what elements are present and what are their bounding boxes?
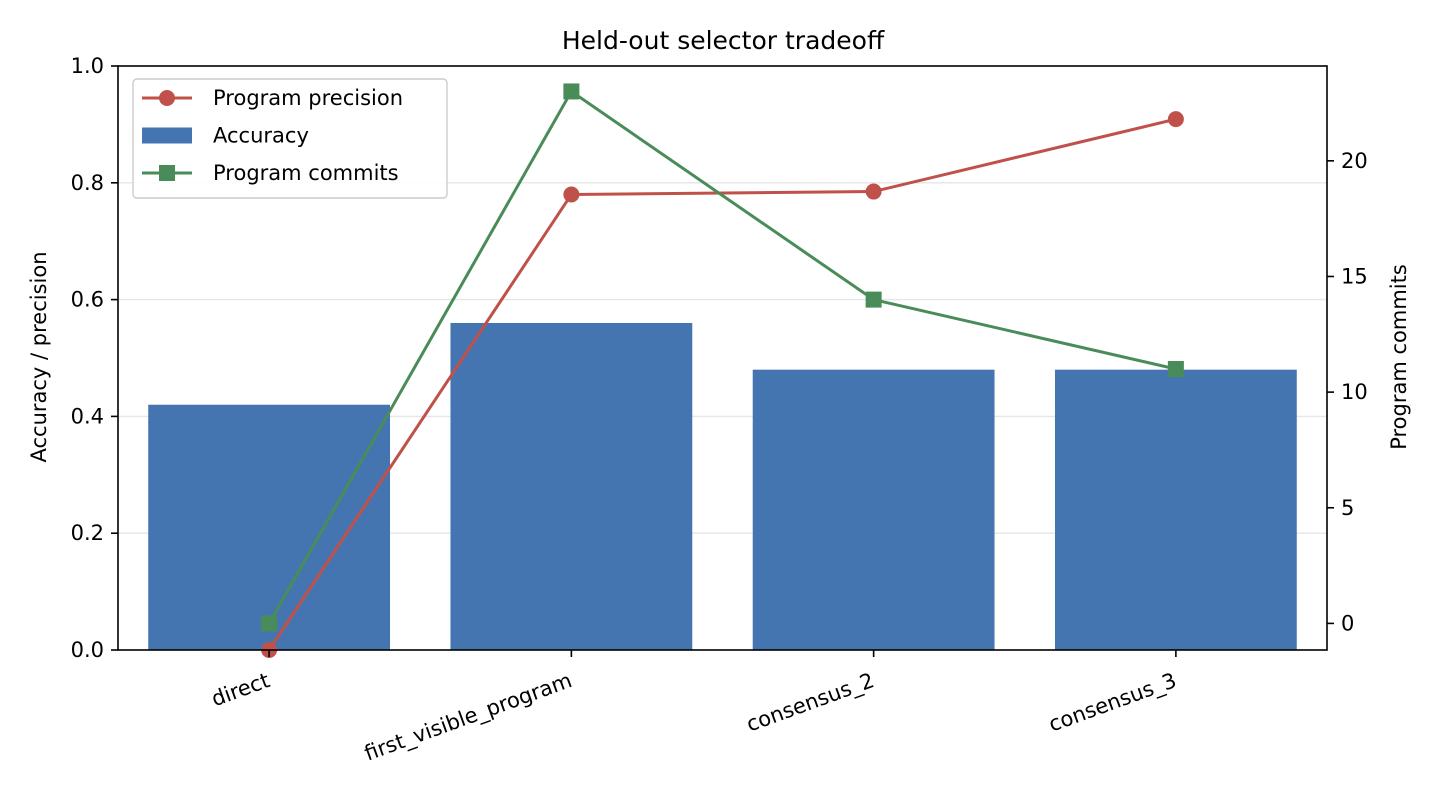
y-tick-label: 0.6 bbox=[71, 288, 104, 312]
line-program-precision bbox=[267, 117, 1177, 651]
bar-consensus_2 bbox=[752, 369, 995, 650]
lines bbox=[261, 83, 1184, 658]
chart-title: Held-out selector tradeoff bbox=[562, 26, 885, 55]
y-tick-label: 0.0 bbox=[71, 638, 104, 662]
point-program-precision bbox=[865, 183, 882, 200]
legend-marker-program-precision bbox=[159, 90, 175, 106]
legend: Program precision Accuracy Program commits bbox=[132, 78, 448, 199]
point-program-precision bbox=[563, 186, 580, 203]
point-program-commits bbox=[261, 615, 278, 632]
bars bbox=[148, 322, 1297, 650]
legend-swatch-accuracy bbox=[142, 127, 192, 144]
y-tick-label: 0.2 bbox=[71, 521, 104, 545]
y2-tick-label: 10 bbox=[1341, 380, 1368, 404]
y2-tick-label: 5 bbox=[1341, 496, 1354, 520]
bar-first_visible_program bbox=[450, 322, 693, 650]
y2-tick-label: 20 bbox=[1341, 149, 1368, 173]
legend-marker-program-commits bbox=[159, 165, 175, 181]
point-program-precision bbox=[1167, 111, 1184, 128]
line-program-commits bbox=[267, 89, 1177, 625]
y-tick-label: 0.8 bbox=[71, 171, 104, 195]
y2-tick-label: 0 bbox=[1341, 611, 1354, 635]
y2-tick-label: 15 bbox=[1341, 264, 1368, 288]
y-tick-label: 0.4 bbox=[71, 404, 104, 428]
legend-label-accuracy: Accuracy bbox=[213, 124, 309, 148]
bar-consensus_3 bbox=[1054, 369, 1297, 650]
point-program-commits bbox=[1167, 360, 1184, 377]
legend-label-program-commits: Program commits bbox=[213, 161, 399, 185]
legend-label-program-precision: Program precision bbox=[213, 86, 403, 110]
y-axis-title: Accuracy / precision bbox=[27, 251, 51, 462]
y-tick-label: 1.0 bbox=[71, 54, 104, 78]
y2-axis-title: Program commits bbox=[1387, 264, 1411, 450]
point-program-commits bbox=[865, 291, 882, 308]
bar-direct bbox=[148, 404, 391, 650]
legend-box bbox=[132, 78, 448, 199]
plot-frame bbox=[117, 65, 1328, 651]
point-program-commits bbox=[563, 83, 580, 100]
